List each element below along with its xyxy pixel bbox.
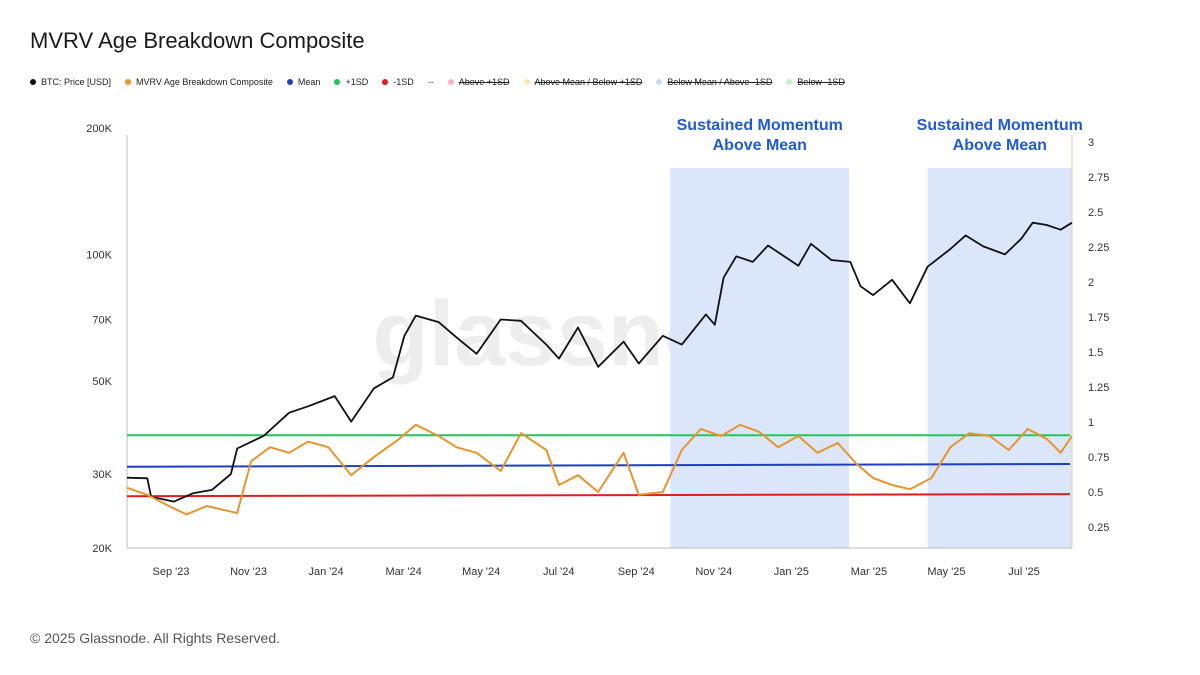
- y-right-tick-label: 2.5: [1088, 207, 1103, 219]
- y-left-tick-label: 20K: [92, 543, 112, 555]
- legend-item[interactable]: Below Mean / Above -1SD: [656, 77, 772, 87]
- y-right-tick-label: 0.75: [1088, 452, 1109, 464]
- y-right-tick-label: 3: [1088, 137, 1094, 149]
- y-right-tick-label: 1.75: [1088, 312, 1109, 324]
- x-tick-label: Mar '24: [385, 566, 421, 578]
- copyright-footer: © 2025 Glassnode. All Rights Reserved.: [30, 630, 281, 646]
- x-tick-label: Mar '25: [851, 566, 887, 578]
- legend-label: Above +1SD: [458, 77, 510, 87]
- legend-label: Below Mean / Above -1SD: [667, 77, 773, 87]
- x-tick-label: Nov '23: [230, 566, 267, 578]
- x-tick-label: Sep '23: [153, 566, 190, 578]
- legend-label: Mean: [297, 77, 321, 87]
- legend-item[interactable]: MVRV Age Breakdown Composite: [125, 77, 273, 87]
- legend-swatch-icon: [656, 79, 663, 85]
- region-annotation-line1: Sustained Momentum: [677, 117, 843, 134]
- y-left-tick-label: 100K: [86, 249, 112, 261]
- x-tick-label: Nov '24: [695, 566, 732, 578]
- y-right-tick-label: 2.25: [1088, 242, 1109, 254]
- legend-swatch-icon: [334, 79, 341, 85]
- legend-item[interactable]: -1SD: [382, 77, 414, 87]
- y-left-tick-label: 70K: [92, 314, 112, 326]
- btc-price-line: [126, 221, 1073, 503]
- x-tick-label: Jul '24: [543, 566, 574, 578]
- chart-title: MVRV Age Breakdown Composite: [30, 28, 365, 53]
- legend-swatch-icon: [382, 79, 389, 85]
- legend-item[interactable]: Above +1SD: [447, 77, 510, 87]
- legend-label: -1SD: [393, 77, 414, 87]
- y-left-tick-label: 200K: [86, 123, 112, 135]
- legend-swatch-icon: [125, 79, 132, 85]
- legend-swatch-icon: [286, 79, 293, 85]
- legend-swatch-icon: [30, 79, 36, 85]
- region-annotation-line2: Above Mean: [953, 137, 1047, 154]
- y-right-tick-label: 2: [1088, 277, 1094, 289]
- momentum-shaded-region: [927, 168, 1072, 548]
- y-right-tick-label: 1.25: [1088, 382, 1109, 394]
- legend-label: BTC: Price [USD]: [41, 77, 112, 87]
- x-tick-label: Jan '25: [774, 566, 809, 578]
- reference-line-1sd: [126, 493, 1071, 498]
- legend-swatch-icon: [523, 79, 530, 85]
- y-left-tick-label: 50K: [92, 376, 112, 388]
- legend-label: Above Mean / Below +1SD: [534, 77, 643, 87]
- chart-legend: BTC: Price [USD] MVRV Age Breakdown Compo…: [30, 75, 859, 89]
- y-right-tick-label: 1.5: [1088, 347, 1103, 359]
- y-right-tick-label: 0.25: [1088, 522, 1109, 534]
- legend-separator: --: [427, 77, 434, 87]
- y-right-tick-label: 1: [1088, 417, 1094, 429]
- region-annotation-line1: Sustained Momentum: [917, 117, 1083, 134]
- legend-swatch-icon: [447, 79, 454, 85]
- y-right-tick-label: 0.5: [1088, 487, 1103, 499]
- legend-item[interactable]: Above Mean / Below +1SD: [523, 77, 643, 87]
- legend-swatch-icon: [786, 79, 793, 85]
- legend-label: +1SD: [345, 77, 369, 87]
- mvrv-composite-line: [126, 423, 1073, 516]
- x-tick-label: May '24: [462, 566, 500, 578]
- x-tick-label: May '25: [927, 566, 965, 578]
- y-right-tick-label: 2.75: [1088, 172, 1109, 184]
- x-tick-label: Jul '25: [1008, 566, 1039, 578]
- x-tick-label: Sep '24: [618, 566, 655, 578]
- legend-label: Below -1SD: [797, 77, 845, 87]
- momentum-shaded-region: [670, 168, 850, 548]
- reference-line-mean: [126, 463, 1071, 468]
- legend-item[interactable]: +1SD: [334, 77, 368, 87]
- legend-label: MVRV Age Breakdown Composite: [136, 77, 273, 87]
- region-annotation-line2: Above Mean: [713, 137, 807, 154]
- legend-item[interactable]: BTC: Price [USD]: [30, 77, 111, 87]
- y-left-tick-label: 30K: [92, 469, 112, 481]
- legend-item[interactable]: Below -1SD: [786, 77, 845, 87]
- legend-item[interactable]: Mean: [286, 77, 321, 87]
- x-tick-label: Jan '24: [309, 566, 344, 578]
